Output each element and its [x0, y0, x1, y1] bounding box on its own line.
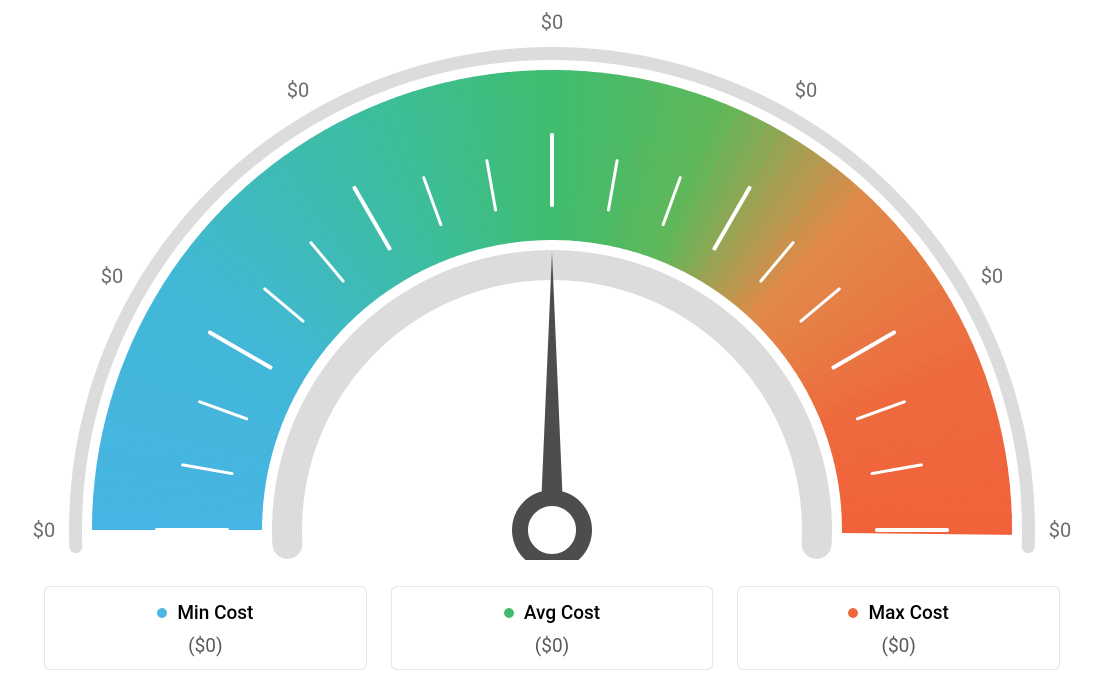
legend-label-max: Max Cost: [868, 601, 948, 624]
legend-value-avg: ($0): [402, 634, 703, 657]
legend-card-max: Max Cost ($0): [737, 586, 1060, 670]
legend-dot-min: [157, 608, 167, 618]
legend-label-avg: Avg Cost: [524, 601, 600, 624]
legend-value-max: ($0): [748, 634, 1049, 657]
legend-card-avg: Avg Cost ($0): [391, 586, 714, 670]
cost-gauge-chart: $0 $0 $0 $0 $0 $0 $0 Min Cost ($0) Avg Cost ($…: [0, 0, 1104, 690]
gauge-tick-label: $0: [795, 78, 817, 102]
legend-dot-max: [848, 608, 858, 618]
gauge-tick-label: $0: [1049, 518, 1071, 542]
gauge-tick-label: $0: [981, 264, 1003, 288]
legend-dot-avg: [504, 608, 514, 618]
legend-title-min: Min Cost: [157, 601, 253, 624]
gauge-svg: [0, 0, 1104, 560]
legend-title-avg: Avg Cost: [504, 601, 600, 624]
legend-row: Min Cost ($0) Avg Cost ($0) Max Cost ($0…: [0, 586, 1104, 670]
gauge-tick-label: $0: [541, 10, 563, 34]
legend-card-min: Min Cost ($0): [44, 586, 367, 670]
gauge-tick-label: $0: [287, 78, 309, 102]
legend-value-min: ($0): [55, 634, 356, 657]
gauge-area: $0 $0 $0 $0 $0 $0 $0: [0, 0, 1104, 560]
legend-label-min: Min Cost: [177, 601, 253, 624]
gauge-tick-label: $0: [101, 264, 123, 288]
legend-title-max: Max Cost: [848, 601, 948, 624]
gauge-tick-label: $0: [33, 518, 55, 542]
